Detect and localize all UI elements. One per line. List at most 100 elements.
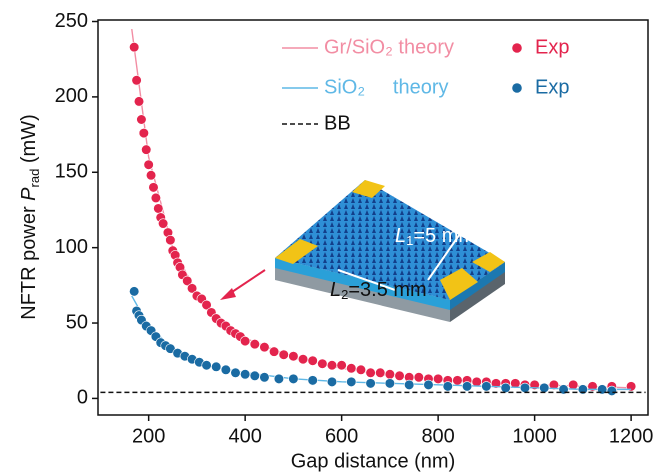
data-point: [138, 127, 149, 139]
data-point: [288, 373, 299, 384]
data-point: [259, 342, 270, 353]
x-tick-label: 1200: [609, 425, 654, 447]
data-point: [148, 182, 159, 193]
device-inset: [220, 180, 505, 322]
data-point: [423, 379, 434, 390]
legend-label: Gr/SiO₂ theory: [324, 36, 454, 58]
data-point: [249, 370, 260, 381]
data-point: [539, 382, 550, 393]
data-point: [268, 346, 280, 357]
y-tick-label: 200: [55, 85, 88, 107]
x-tick-label: 200: [132, 425, 165, 447]
data-point: [165, 235, 176, 246]
data-point: [307, 375, 318, 386]
data-point: [129, 42, 140, 53]
data-point: [143, 159, 154, 170]
data-point: [317, 358, 328, 369]
data-point: [413, 372, 424, 383]
data-point: [346, 376, 357, 387]
data-point: [346, 363, 357, 374]
data-point: [461, 381, 473, 392]
x-tick-label: 1000: [512, 425, 557, 447]
data-point: [297, 354, 309, 365]
data-point: [273, 373, 285, 384]
data-point: [145, 170, 157, 181]
data-point: [355, 364, 367, 375]
data-point: [394, 370, 405, 381]
data-point: [568, 379, 579, 390]
data-point: [452, 375, 463, 386]
data-point: [230, 367, 241, 378]
legend-label: Exp: [535, 76, 569, 98]
data-point: [278, 349, 289, 360]
y-label-subscript: rad: [27, 169, 42, 188]
data-point: [442, 381, 453, 392]
annotation: L1=5 mm: [395, 225, 475, 248]
data-point: [384, 378, 395, 389]
data-point: [326, 376, 338, 387]
annotation: L2=3.5 mm: [330, 279, 427, 302]
y-tick-label: 150: [55, 161, 88, 183]
data-point: [500, 382, 511, 393]
data-point: [259, 372, 270, 383]
y-label-text: NFTR power: [18, 201, 40, 320]
annotation-subscript: 1: [406, 233, 413, 248]
legend-label: SiO₂ theory: [324, 76, 448, 98]
data-point: [186, 283, 198, 294]
data-point: [249, 339, 260, 350]
data-point: [519, 382, 531, 393]
data-point: [220, 364, 231, 375]
legend-marker: [512, 43, 522, 53]
x-tick-label: 800: [421, 425, 454, 447]
data-point: [384, 369, 395, 380]
y-tick-label: 50: [66, 311, 88, 333]
data-point: [141, 144, 152, 155]
x-axis-label: Gap distance (nm): [291, 450, 456, 472]
y-tick-label: 250: [55, 10, 88, 32]
data-point: [240, 369, 251, 380]
y-tick-label: 0: [77, 387, 88, 409]
data-point: [129, 286, 140, 297]
data-point: [150, 192, 161, 204]
y-label-unit: (mW): [18, 114, 40, 168]
legend-label: BB: [324, 112, 351, 134]
plot-frame: [97, 19, 649, 416]
data-point: [133, 96, 145, 107]
annotation-subscript: 2: [341, 287, 348, 302]
data-point: [153, 203, 164, 214]
data-point: [158, 218, 169, 229]
annotation-symbol: L: [330, 279, 341, 301]
y-tick-label: 100: [55, 236, 88, 258]
data-point: [404, 379, 415, 390]
data-point: [201, 299, 212, 311]
data-point: [481, 381, 492, 392]
data-point: [471, 376, 482, 387]
data-point: [606, 385, 617, 396]
y-axis-label: NFTR power Prad (mW): [18, 114, 42, 319]
data-point: [136, 114, 147, 125]
annotation-text: =5 mm: [413, 225, 475, 247]
x-tick-label: 600: [325, 425, 358, 447]
data-point: [433, 373, 444, 384]
data-point: [240, 336, 251, 347]
legend-marker: [512, 83, 522, 93]
data-point: [326, 360, 338, 371]
data-point: [336, 360, 347, 371]
annotation-text: =3.5 mm: [348, 279, 426, 301]
annotation-symbol: L: [395, 225, 406, 247]
data-point: [288, 351, 299, 362]
data-point: [182, 275, 193, 286]
data-point: [131, 75, 142, 86]
data-point: [201, 360, 212, 371]
data-point: [307, 355, 318, 366]
data-point: [375, 367, 386, 378]
legend-label: Exp: [535, 36, 569, 58]
data-point: [548, 379, 560, 390]
x-tick-label: 400: [228, 425, 261, 447]
data-point: [365, 378, 376, 389]
data-point: [365, 367, 376, 378]
y-label-symbol: P: [18, 187, 40, 201]
data-point: [211, 361, 222, 372]
data-point: [165, 343, 176, 354]
